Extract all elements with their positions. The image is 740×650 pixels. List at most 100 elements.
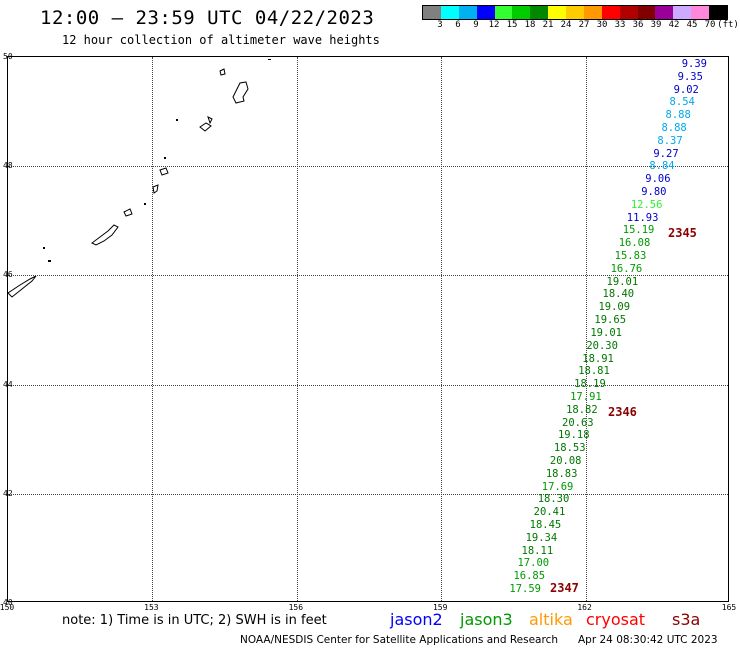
scale-swatch [566, 6, 584, 19]
longitude-label: 165 [721, 603, 737, 612]
wave-height-color-scale [422, 5, 728, 20]
scale-swatch [548, 6, 566, 19]
wave-height-value: 8.54 [669, 96, 695, 109]
scale-swatch [458, 6, 477, 19]
wave-height-value: 9.35 [677, 70, 703, 83]
scale-swatch [512, 6, 531, 19]
scale-label: 18 [524, 20, 536, 30]
scale-swatch [709, 6, 727, 19]
scale-swatch [637, 6, 656, 19]
scale-label: 27 [578, 20, 590, 30]
pass-time-label: 2347 [550, 581, 579, 595]
wave-height-value: 9.27 [653, 147, 679, 160]
wave-height-value: 20.41 [533, 506, 566, 519]
wave-height-value: 18.53 [553, 442, 586, 455]
footnote: note: 1) Time is in UTC; 2) SWH is in fe… [62, 613, 327, 628]
wave-height-value: 8.84 [649, 160, 675, 173]
wave-height-value: 8.37 [657, 134, 683, 147]
wave-height-value: 9.06 [645, 173, 671, 186]
longitude-label: 156 [288, 603, 304, 612]
latitude-label: 42 [3, 488, 13, 498]
satellite-legend-s3a: s3a [672, 610, 701, 629]
scale-label: 15 [506, 20, 518, 30]
scale-swatch [583, 6, 602, 19]
map-title: 12:00 — 23:59 UTC 04/22/2023 [40, 7, 375, 29]
wave-height-value: 19.01 [590, 326, 622, 339]
scale-swatch [530, 6, 549, 19]
wave-height-value: 18.82 [566, 403, 598, 416]
wave-height-value: 19.09 [598, 301, 631, 314]
scale-label: 24 [560, 20, 572, 30]
wave-height-value: 19.18 [557, 429, 590, 442]
pass-time-label: 2346 [608, 405, 637, 419]
wave-height-value: 8.88 [665, 109, 691, 122]
wave-height-value: 17.59 [509, 583, 541, 595]
scale-label: 36 [632, 20, 644, 30]
wave-height-value: 19.01 [606, 275, 639, 288]
scale-label: 3 [437, 20, 443, 30]
scale-label: 70 [704, 20, 716, 30]
wave-height-value: 20.63 [562, 416, 594, 429]
scale-swatch [655, 6, 674, 19]
longitude-label: 159 [432, 603, 448, 612]
wave-height-value: 11.93 [626, 211, 659, 224]
map-panel: 9.39 9.35 9.02 8.54 8.88 8.88 8.37 9.27 8.84 9.06… [7, 56, 729, 602]
wave-height-value: 18.45 [529, 518, 562, 531]
grid-line-lat [8, 493, 728, 495]
scale-swatch [440, 6, 459, 19]
footer-timestamp: Apr 24 08:30:42 UTC 2023 [578, 634, 718, 646]
grid-line-lat [8, 384, 728, 386]
longitude-label: 162 [577, 603, 592, 612]
grid-line-lat [8, 275, 728, 277]
scale-label: 6 [455, 20, 461, 30]
longitude-label: 153 [144, 603, 159, 612]
wave-height-value: 18.30 [537, 493, 570, 506]
scale-swatch [476, 6, 495, 19]
scale-swatch [494, 6, 513, 19]
latitude-label: 46 [3, 270, 13, 280]
satellite-legend-jason2: jason2 [390, 610, 443, 629]
wave-height-value: 20.30 [586, 339, 618, 352]
scale-label: 42 [668, 20, 680, 30]
wave-height-value: 9.39 [681, 58, 707, 70]
grid-line-lon [152, 57, 154, 601]
grid-line-lat [8, 166, 728, 168]
wave-height-value: 18.19 [574, 378, 606, 391]
wave-height-value: 18.81 [578, 365, 610, 378]
satellite-legend-jason3: jason3 [460, 610, 513, 629]
wave-height-value: 15.83 [614, 250, 647, 263]
pass-time-label: 2345 [668, 226, 697, 240]
satellite-legend-altika: altika [529, 610, 573, 629]
wave-height-value: 12.56 [630, 198, 663, 211]
wave-height-value: 9.02 [673, 83, 699, 96]
wave-height-value: 19.65 [594, 314, 627, 327]
latitude-label: 40 [3, 598, 13, 607]
scale-label: 45 [686, 20, 698, 30]
satellite-legend-cryosat: cryosat [586, 610, 646, 629]
wave-height-value: 18.83 [545, 467, 578, 480]
scale-label: 9 [473, 20, 479, 30]
wave-height-value: 17.69 [541, 480, 574, 493]
scale-swatch [423, 6, 441, 19]
wave-height-value: 19.34 [525, 531, 558, 544]
scale-swatch [619, 6, 638, 19]
footer-credit: NOAA/NESDIS Center for Satellite Applica… [240, 634, 558, 646]
latitude-label: 44 [3, 379, 13, 389]
wave-height-value: 8.88 [661, 122, 687, 135]
coastline-islands [8, 59, 271, 298]
wave-height-value: 16.85 [513, 570, 546, 583]
grid-line-lon [296, 57, 298, 601]
grid-line-lon [441, 57, 443, 601]
scale-swatch [601, 6, 620, 19]
latitude-label: 48 [3, 161, 13, 171]
longitude-label: 150 [0, 603, 15, 612]
wave-height-value: 15.19 [622, 224, 655, 237]
scale-label: 39 [650, 20, 662, 30]
scale-label: 12 [488, 20, 500, 30]
wave-height-value: 17.91 [570, 390, 602, 403]
scale-label: 21 [542, 20, 554, 30]
wave-height-value: 18.11 [521, 544, 554, 557]
scale-label: 33 [614, 20, 626, 30]
wave-height-value: 18.40 [602, 288, 635, 301]
latitude-label: 50 [3, 52, 13, 61]
